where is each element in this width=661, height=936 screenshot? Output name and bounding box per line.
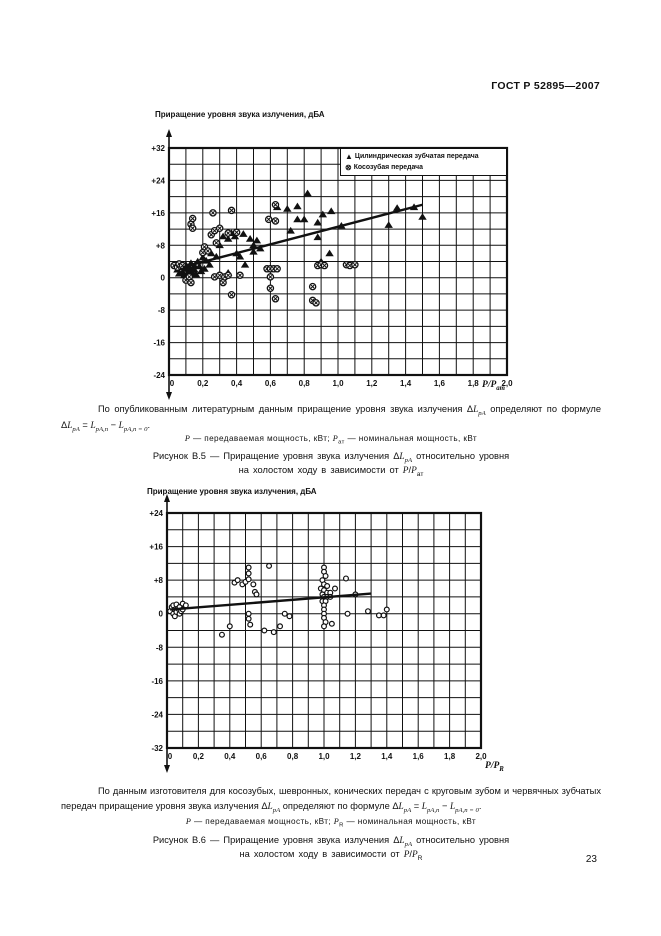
note-power-definitions-b5: P — передаваемая мощность, кВт; Pат — но… bbox=[184, 434, 478, 446]
svg-text:+24: +24 bbox=[151, 176, 165, 185]
svg-text:+8: +8 bbox=[154, 576, 164, 585]
legend-row-helical: ⊗ Косозубая передача bbox=[345, 162, 505, 173]
svg-text:+16: +16 bbox=[149, 543, 163, 552]
figure-b5-caption-line2: на холостом ходу в зависимости от P/Pат bbox=[238, 465, 424, 478]
svg-text:-24: -24 bbox=[151, 710, 163, 719]
circle-cross-marker-icon: ⊗ bbox=[345, 163, 352, 172]
svg-text:2,0: 2,0 bbox=[475, 752, 487, 761]
paragraph-manufacturer-data: По данным изготовителя для косозубых, ше… bbox=[61, 786, 601, 814]
svg-text:+16: +16 bbox=[151, 209, 165, 218]
svg-text:0,2: 0,2 bbox=[197, 379, 209, 388]
figure-b6: Приращение уровня звука излучения, дБА 0… bbox=[130, 481, 530, 793]
svg-text:0,6: 0,6 bbox=[265, 379, 277, 388]
svg-text:-24: -24 bbox=[153, 371, 165, 380]
page-header-gost-number: ГОСТ Р 52895—2007 bbox=[491, 80, 600, 92]
svg-text:1,4: 1,4 bbox=[400, 379, 412, 388]
note-power-definitions-b6: P — передаваемая мощность, кВт; PR — ном… bbox=[185, 817, 477, 829]
svg-text:+32: +32 bbox=[151, 144, 165, 153]
svg-text:0,8: 0,8 bbox=[287, 752, 299, 761]
svg-text:0,2: 0,2 bbox=[193, 752, 205, 761]
svg-text:1,0: 1,0 bbox=[332, 379, 344, 388]
svg-text:2,0: 2,0 bbox=[501, 379, 513, 388]
legend-row-cylindrical: ▲ Цилиндрическая зубчатая передача bbox=[345, 151, 505, 162]
figure-b5-legend: ▲ Цилиндрическая зубчатая передача ⊗ Кос… bbox=[340, 148, 507, 176]
svg-text:-8: -8 bbox=[158, 306, 166, 315]
figure-b5-y-axis-title: Приращение уровня звука излучения, дБА bbox=[155, 110, 325, 119]
figure-b6-y-axis-title: Приращение уровня звука излучения, дБА bbox=[147, 487, 317, 496]
svg-text:0: 0 bbox=[159, 610, 164, 619]
svg-text:1,6: 1,6 bbox=[413, 752, 425, 761]
figure-b5-scatter-chart: 0 0,2 0,4 0,6 0,8 1,0 1,2 1,4 1,6 1,8 2,0 +32 +24 +16… bbox=[151, 129, 513, 400]
svg-text:-8: -8 bbox=[156, 643, 164, 652]
figure-b5-caption-line1: Рисунок В.5 — Приращение уровня звука из… bbox=[152, 451, 510, 464]
svg-text:0,4: 0,4 bbox=[231, 379, 243, 388]
svg-text:0: 0 bbox=[168, 752, 173, 761]
svg-text:1,8: 1,8 bbox=[444, 752, 456, 761]
paragraph-published-data: По опубликованным литературным данным пр… bbox=[61, 404, 601, 433]
svg-text:1,6: 1,6 bbox=[434, 379, 446, 388]
figure-b6-scatter-chart: 0 0,2 0,4 0,6 0,8 1,0 1,2 1,4 1,6 1,8 2,0 +24 +16 +8 0… bbox=[149, 494, 487, 773]
figure-b5-x-axis-label: P/Pат bbox=[482, 380, 505, 392]
filled-triangle-marker-icon: ▲ bbox=[345, 152, 353, 161]
svg-text:0,8: 0,8 bbox=[299, 379, 311, 388]
figure-b5: Приращение уровня звука излучения, дБА 0… bbox=[130, 103, 530, 415]
svg-text:0: 0 bbox=[170, 379, 175, 388]
figure-b6-x-axis-label: P/PR bbox=[485, 761, 504, 773]
svg-text:-16: -16 bbox=[153, 339, 165, 348]
svg-text:0: 0 bbox=[161, 274, 166, 283]
svg-text:0,4: 0,4 bbox=[224, 752, 236, 761]
svg-text:1,2: 1,2 bbox=[366, 379, 378, 388]
svg-text:-16: -16 bbox=[151, 677, 163, 686]
svg-text:+8: +8 bbox=[156, 241, 166, 250]
page-number: 23 bbox=[585, 854, 597, 865]
legend-label-helical-gear: Косозубая передача bbox=[353, 164, 423, 171]
svg-text:1,4: 1,4 bbox=[381, 752, 393, 761]
svg-text:1,8: 1,8 bbox=[468, 379, 480, 388]
figure-b6-caption-line2: на холостом ходу в зависимости от P/PR bbox=[239, 849, 423, 862]
figure-b6-caption-line1: Рисунок В.6 — Приращение уровня звука из… bbox=[152, 835, 510, 848]
svg-text:+24: +24 bbox=[149, 509, 163, 518]
legend-label-cylindrical-gear: Цилиндрическая зубчатая передача bbox=[354, 153, 479, 160]
svg-text:1,0: 1,0 bbox=[318, 752, 330, 761]
svg-text:-32: -32 bbox=[151, 744, 163, 753]
svg-text:0,6: 0,6 bbox=[256, 752, 268, 761]
svg-text:1,2: 1,2 bbox=[350, 752, 362, 761]
